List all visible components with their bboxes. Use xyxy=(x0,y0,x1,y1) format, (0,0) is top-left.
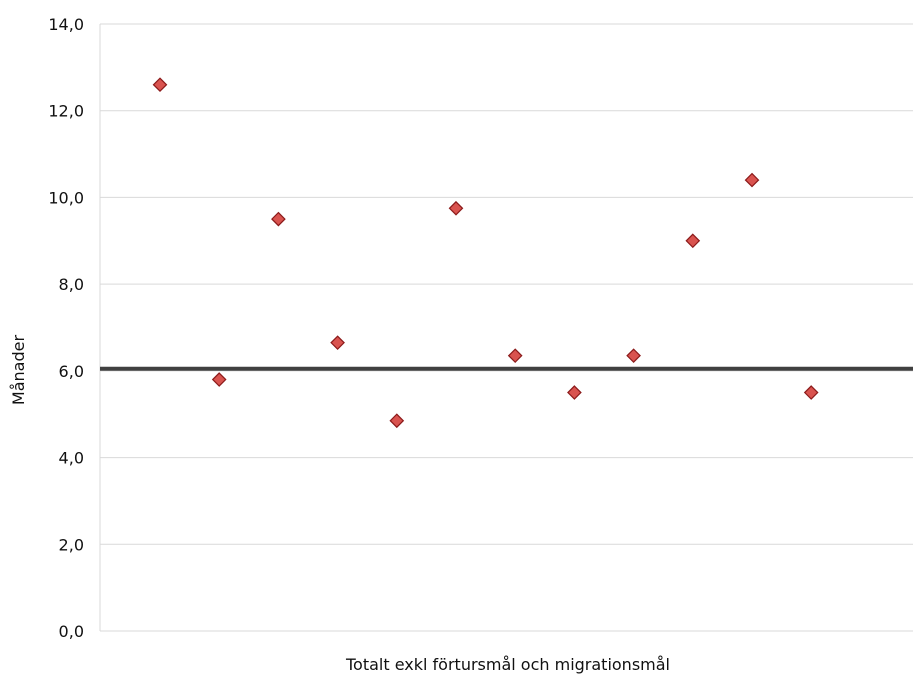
y-tick-label: 0,0 xyxy=(59,622,84,641)
y-axis-title: Månader xyxy=(9,335,28,406)
gridlines xyxy=(99,23,913,632)
data-points xyxy=(152,77,819,429)
data-point xyxy=(567,385,582,400)
data-point xyxy=(389,413,405,429)
data-point xyxy=(330,335,345,351)
data-point xyxy=(626,348,641,364)
x-axis-title: Totalt exkl förtursmål och migrationsmål xyxy=(345,655,670,674)
data-point xyxy=(685,233,701,249)
y-tick-label: 2,0 xyxy=(59,535,84,554)
data-point xyxy=(448,200,464,216)
data-point xyxy=(803,385,819,400)
data-point xyxy=(211,372,227,387)
y-tick-label: 6,0 xyxy=(59,362,84,381)
y-axis-tick-labels: 0,0 2,0 4,0 6,0 8,0 10,0 12,0 14,0 xyxy=(48,15,84,641)
y-tick-label: 10,0 xyxy=(48,188,84,207)
data-point xyxy=(744,172,760,188)
y-tick-label: 8,0 xyxy=(59,275,84,294)
y-tick-label: 14,0 xyxy=(48,15,84,34)
data-point xyxy=(507,348,523,364)
data-point xyxy=(271,211,286,227)
y-tick-label: 4,0 xyxy=(59,449,84,468)
y-tick-label: 12,0 xyxy=(48,102,84,121)
data-point xyxy=(152,77,168,93)
